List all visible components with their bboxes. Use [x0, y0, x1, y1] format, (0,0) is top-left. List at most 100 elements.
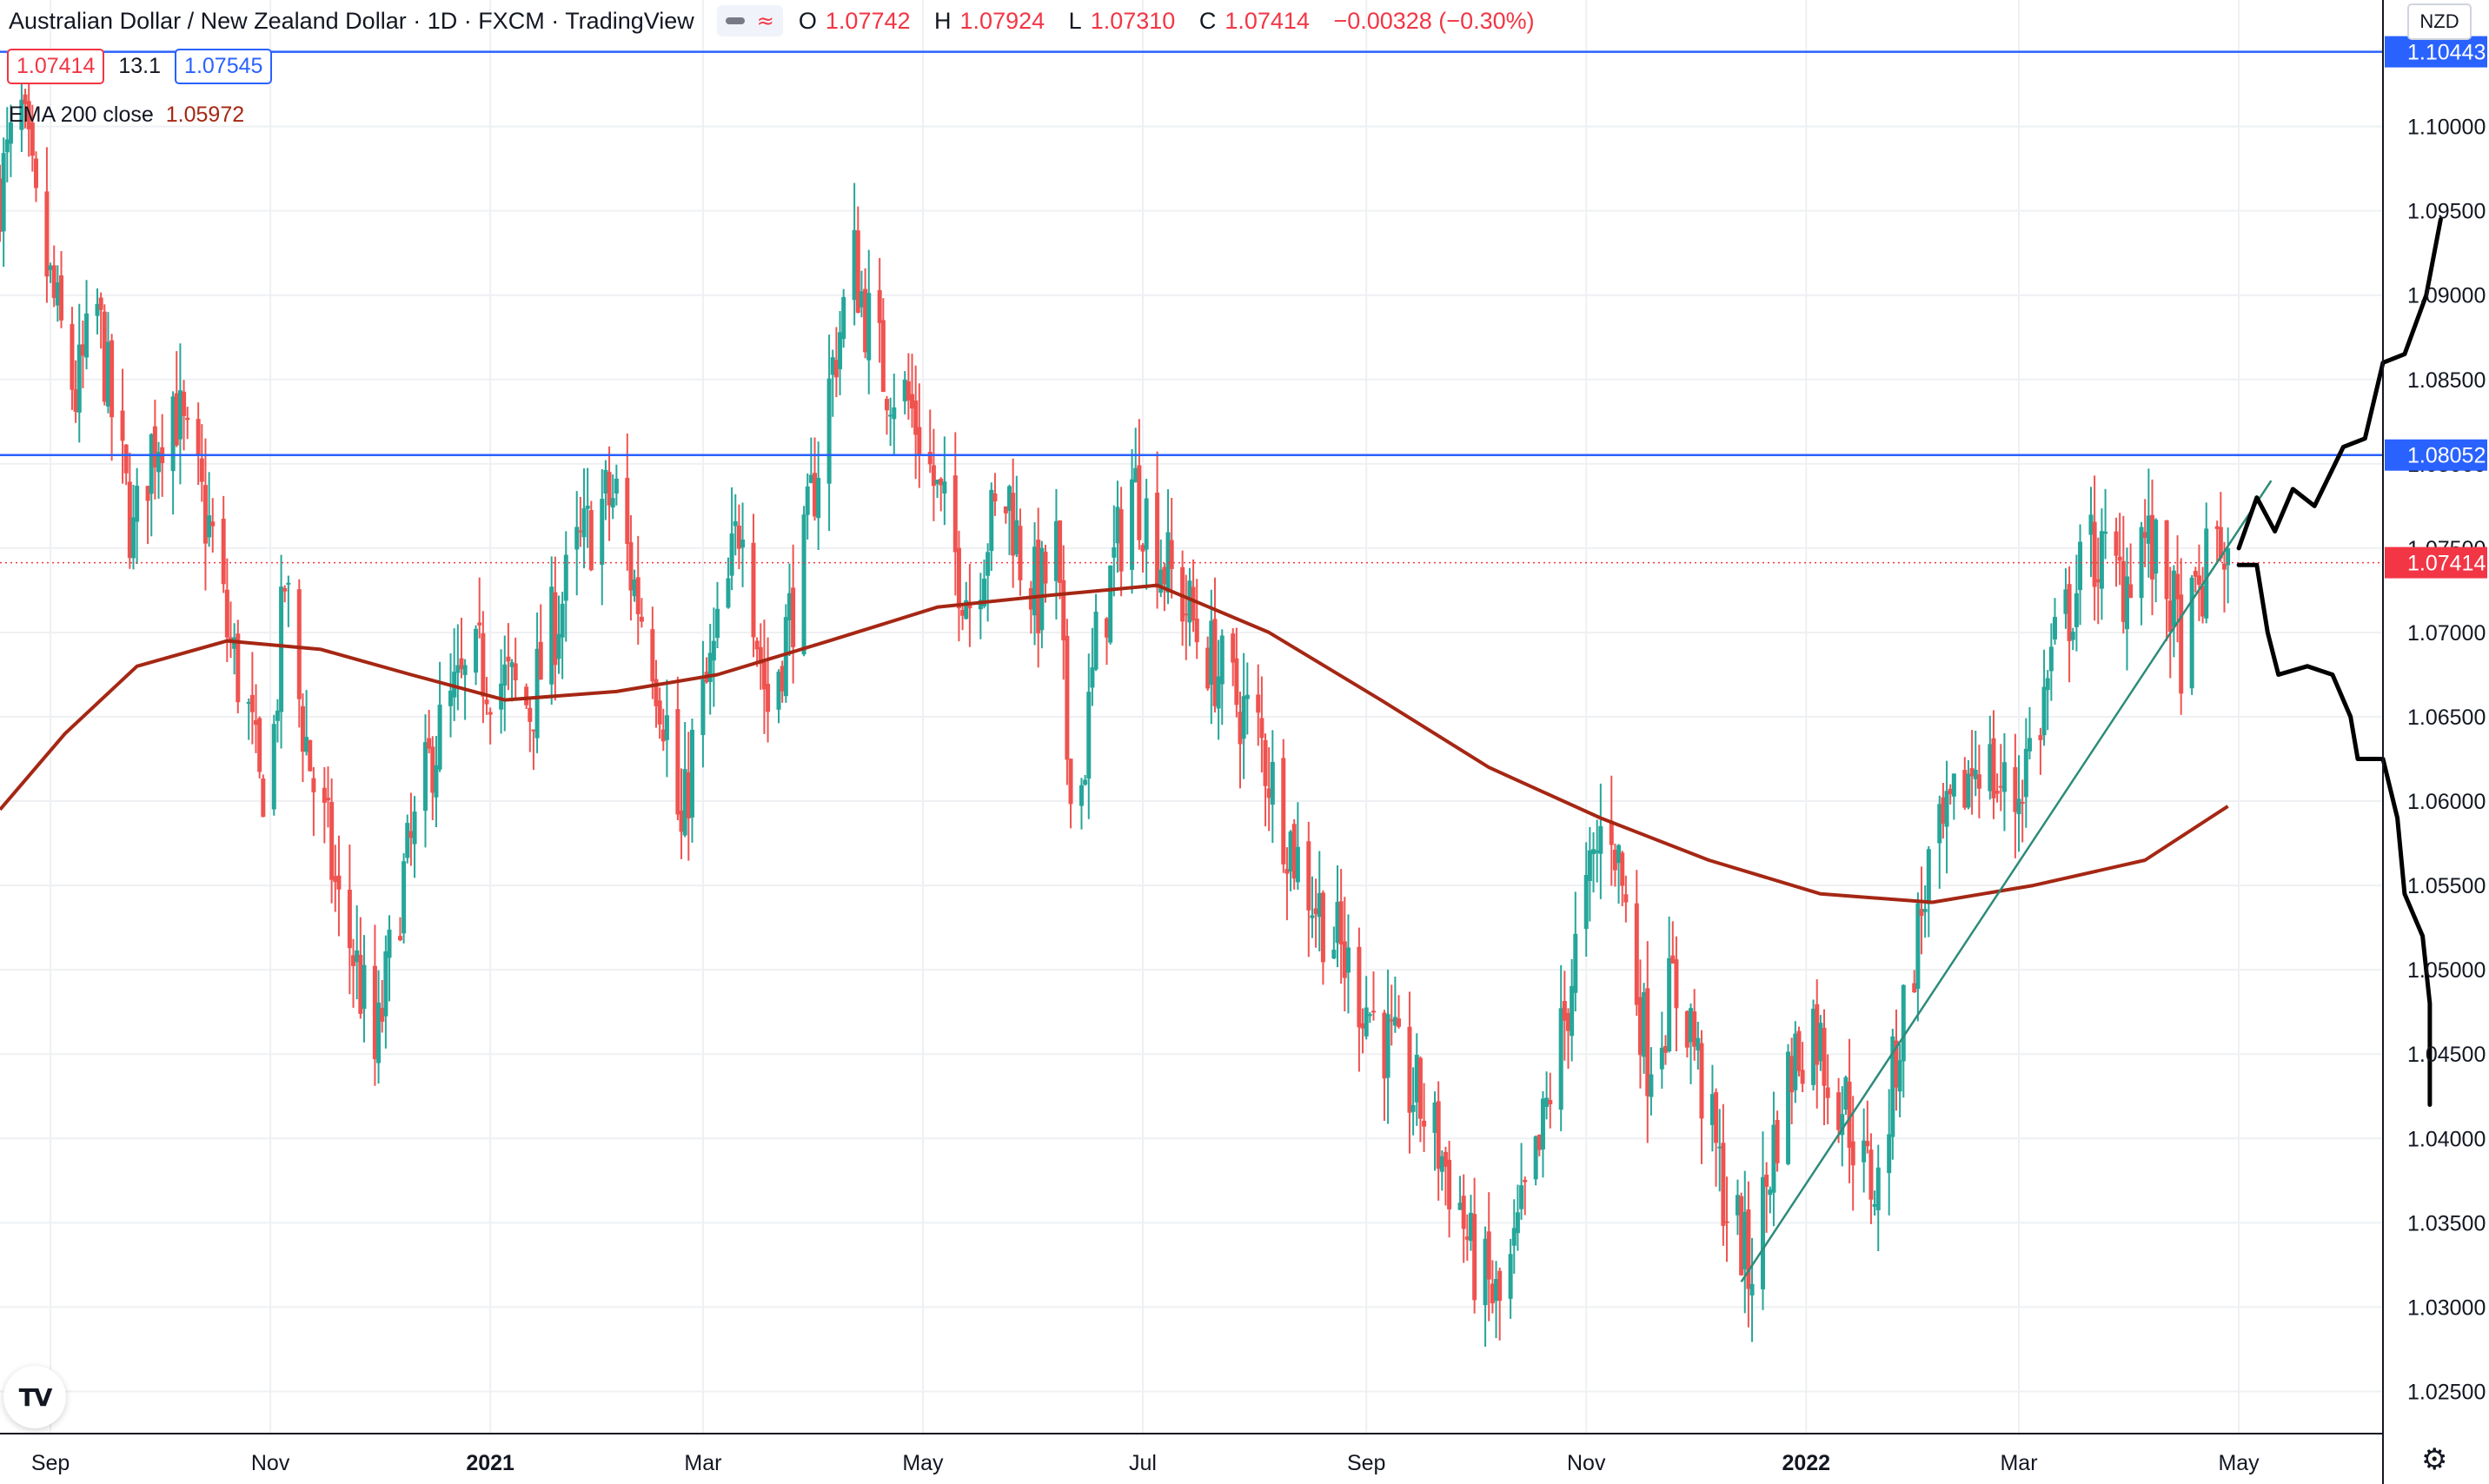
candle-body [1922, 909, 1928, 912]
wave-icon[interactable]: ≈ [756, 9, 774, 33]
candle [1634, 870, 1639, 1017]
candle-body [689, 729, 694, 818]
candle-body [1620, 852, 1625, 886]
candle-body [1288, 831, 1293, 872]
candle [130, 485, 136, 570]
price-tick-label: 1.06500 [2407, 706, 2486, 730]
candle [801, 506, 806, 657]
ema-legend[interactable]: EMA 200 close 1.05972 [9, 103, 244, 128]
candle [1357, 927, 1362, 1072]
candle [1659, 1011, 1664, 1090]
candle-body [682, 769, 687, 836]
candle [279, 554, 284, 749]
candle [1118, 487, 1124, 597]
tradingview-logo-icon[interactable]: TV [3, 1366, 66, 1428]
candle [1108, 565, 1113, 645]
ohlc-values: O 1.07742 H 1.07924 L 1.07310 C 1.07414 −0.0… [798, 7, 1535, 34]
candle-body [2128, 584, 2134, 599]
candle-body [1966, 773, 1971, 808]
candle [2070, 627, 2075, 651]
candle [51, 245, 56, 308]
candle-body [1018, 526, 1023, 580]
candle-body [805, 486, 810, 515]
candle [1410, 1067, 1416, 1136]
buy-button[interactable]: 1.07545 [175, 49, 273, 84]
candle-body [2142, 532, 2147, 539]
candle [1969, 730, 1975, 815]
candle-body [408, 831, 414, 838]
candle-body [1645, 988, 1650, 1096]
candle [2175, 535, 2180, 643]
candle-body [358, 955, 363, 1014]
candle [1598, 783, 1603, 899]
candle-body [787, 593, 792, 620]
candle-body [1570, 985, 1575, 1037]
candle-body [325, 798, 330, 801]
current-price-tag: 1.07414 [2385, 547, 2487, 579]
candle-body [1793, 1033, 1798, 1090]
candle-body [1439, 1156, 1444, 1172]
candle [2164, 520, 2169, 641]
candle-body [600, 499, 605, 566]
candle [675, 676, 680, 820]
candle-body [405, 823, 410, 858]
candle [499, 649, 504, 734]
candle [2001, 732, 2007, 831]
candle [84, 280, 90, 370]
candle-body [1039, 547, 1045, 631]
candle-body [387, 930, 392, 958]
candle-body [228, 637, 233, 641]
currency-selector[interactable]: NZD [2407, 3, 2472, 40]
candle-body [1385, 1014, 1391, 1078]
candle-body [1053, 520, 1059, 581]
candle-body [776, 672, 781, 710]
candle-body [254, 719, 259, 725]
candle-body [650, 629, 655, 682]
candle [434, 736, 439, 827]
candle [1840, 1086, 1845, 1167]
candle [1472, 1177, 1477, 1314]
candle-body [127, 481, 132, 559]
candle-body [607, 472, 612, 506]
candle [657, 687, 662, 739]
candle [1587, 826, 1592, 922]
symbol-title[interactable]: Australian Dollar / New Zealand Dollar ·… [9, 7, 694, 34]
gear-icon[interactable]: ⚙ [2421, 1442, 2448, 1477]
candle [73, 360, 78, 423]
candle [664, 679, 669, 778]
candle-body [1836, 1092, 1842, 1130]
candle [1447, 1140, 1452, 1238]
candle-body [766, 683, 771, 712]
candle-body [906, 381, 911, 401]
candle-body [816, 478, 821, 519]
candle [2063, 568, 2068, 629]
candle [135, 467, 140, 565]
sell-button[interactable]: 1.07414 [7, 49, 105, 84]
candle-body [506, 656, 511, 662]
close-value: 1.07414 [1225, 7, 1310, 34]
candle-body [1345, 947, 1351, 973]
candle [935, 479, 940, 499]
candle [1684, 1010, 1689, 1058]
spread-value: 13.1 [118, 54, 162, 78]
candle [1836, 1077, 1842, 1143]
candle-body [2175, 573, 2180, 600]
candle [1746, 1181, 1751, 1328]
candle [2146, 468, 2151, 578]
candle [224, 558, 229, 662]
candle [1112, 505, 1117, 597]
eye-icon[interactable] [725, 17, 745, 24]
candle [2171, 565, 2176, 658]
candle-body [1422, 1120, 1427, 1127]
candle-body [1714, 1092, 1719, 1143]
candle-body [333, 876, 338, 883]
candle [185, 407, 190, 440]
candle-body [1234, 658, 1239, 706]
candle-body [185, 417, 190, 421]
candle-body [1862, 1140, 1867, 1163]
candle [1259, 676, 1264, 772]
visibility-toggle[interactable]: ≈ [716, 5, 783, 36]
candle [1331, 926, 1337, 959]
candle-body [1583, 874, 1589, 930]
